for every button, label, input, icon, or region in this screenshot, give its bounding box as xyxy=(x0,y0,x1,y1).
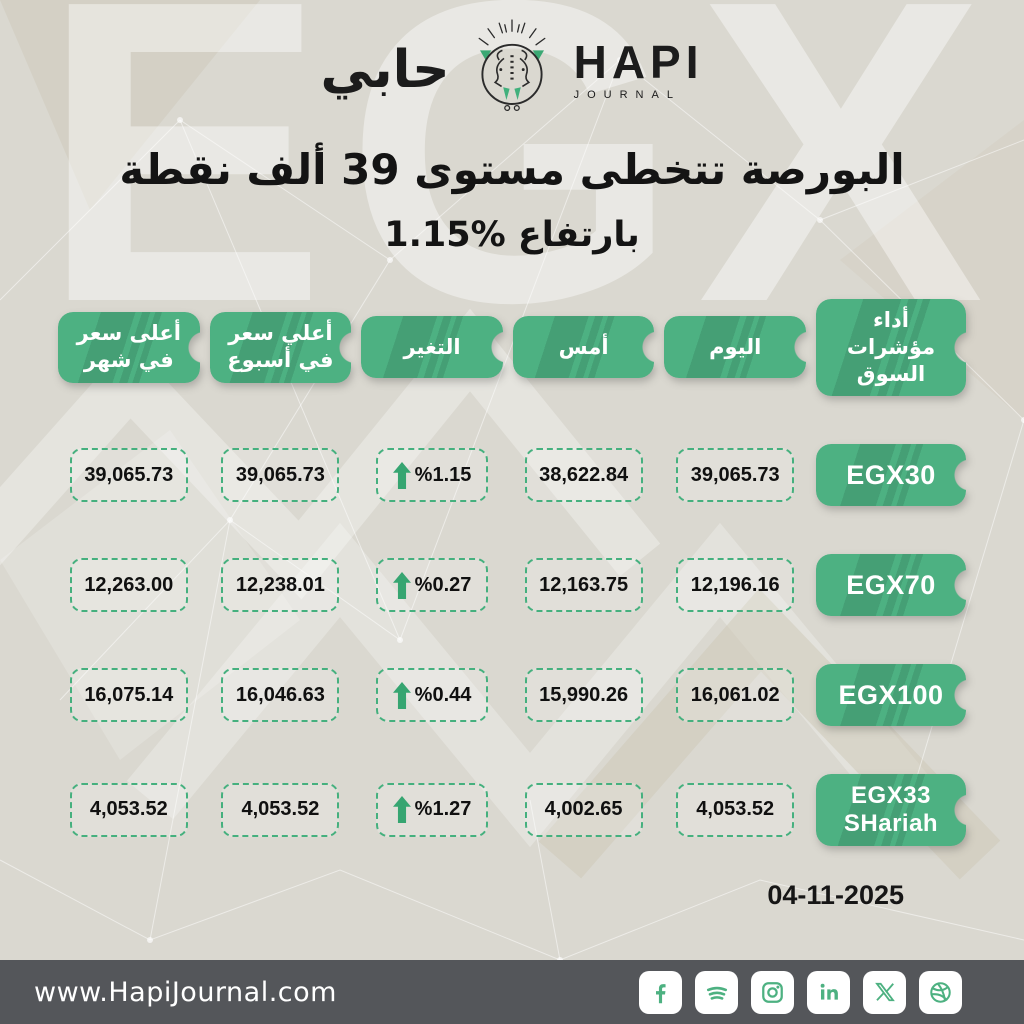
logo: حابي xyxy=(0,0,1024,122)
egx33-week-high-value: 4,053.52 xyxy=(221,782,340,837)
linkedin-icon[interactable] xyxy=(807,970,850,1014)
website-url: www.HapiJournal.com xyxy=(34,976,337,1008)
egx70-today-value: 12,196.16 xyxy=(676,558,795,613)
egx33-month-high-value: 4,053.52 xyxy=(69,782,188,837)
column-header-today: اليوم xyxy=(664,316,806,379)
logo-latin-wordmark: HAPI xyxy=(573,36,704,88)
egx100-change-value: %0.44 xyxy=(376,668,489,723)
logo-latin-block: HAPI JOURNAL xyxy=(574,39,704,101)
footer-bar: www.HapiJournal.com xyxy=(0,960,1024,1024)
index-performance-table: أداء مؤشرات السوق اليوم أمس التغير أعلي … xyxy=(58,298,966,846)
egx30-week-high-value: 39,065.73 xyxy=(221,448,340,503)
dribbble-icon[interactable] xyxy=(919,970,962,1014)
publish-date: 04-11-2025 xyxy=(767,879,904,910)
egx70-yesterday-value: 12,163.75 xyxy=(524,558,643,613)
egx30-month-high-value: 39,065.73 xyxy=(69,448,188,503)
egx33-today-value: 4,053.52 xyxy=(676,782,795,837)
social-icons xyxy=(639,970,962,1014)
up-arrow-icon xyxy=(392,461,411,489)
egx100-month-high-value: 16,075.14 xyxy=(69,668,188,723)
column-header-month-high: أعلى سعر في شهر xyxy=(58,312,200,383)
egx30-yesterday-value: 38,622.84 xyxy=(524,448,643,503)
egx70-change-value: %0.27 xyxy=(376,558,489,613)
spotify-icon[interactable] xyxy=(695,970,738,1014)
headline-line1: البورصة تتخطى مستوى 39 ألف نقطة xyxy=(119,145,905,194)
headline-line2: بارتفاع %1.15 xyxy=(384,214,640,255)
egx70-week-high-value: 12,238.01 xyxy=(221,558,340,613)
column-header-yesterday: أمس xyxy=(512,316,655,379)
logo-tagline: JOURNAL xyxy=(573,89,681,101)
egx33-change-value: %1.27 xyxy=(376,782,489,837)
logo-arabic-wordmark: حابي xyxy=(320,40,450,100)
egx100-today-value: 16,061.02 xyxy=(676,668,795,723)
egx30-today-value: 39,065.73 xyxy=(676,448,795,503)
index-badge-egx33-shariah: EGX33 SHariah xyxy=(816,774,966,846)
index-badge-egx100: EGX100 xyxy=(816,664,966,727)
up-arrow-icon xyxy=(392,796,411,824)
egx33-yesterday-value: 4,002.65 xyxy=(524,782,643,837)
headline: البورصة تتخطى مستوى 39 ألف نقطة بارتفاع … xyxy=(0,144,1024,255)
egx30-change-value: %1.15 xyxy=(376,448,489,503)
up-arrow-icon xyxy=(392,681,411,709)
index-badge-egx30: EGX30 xyxy=(816,444,966,507)
column-header-index: أداء مؤشرات السوق xyxy=(816,298,966,397)
instagram-icon[interactable] xyxy=(751,970,794,1014)
hapi-emblem-icon xyxy=(464,18,560,122)
x-twitter-icon[interactable] xyxy=(863,970,906,1014)
facebook-icon[interactable] xyxy=(639,970,682,1014)
egx100-yesterday-value: 15,990.26 xyxy=(524,668,643,723)
column-header-change: التغير xyxy=(361,316,503,379)
index-badge-egx70: EGX70 xyxy=(816,554,966,617)
egx100-week-high-value: 16,046.63 xyxy=(221,668,340,723)
column-header-week-high: أعلي سعر في أسبوع xyxy=(209,312,352,383)
up-arrow-icon xyxy=(392,571,411,599)
egx70-month-high-value: 12,263.00 xyxy=(69,558,188,613)
